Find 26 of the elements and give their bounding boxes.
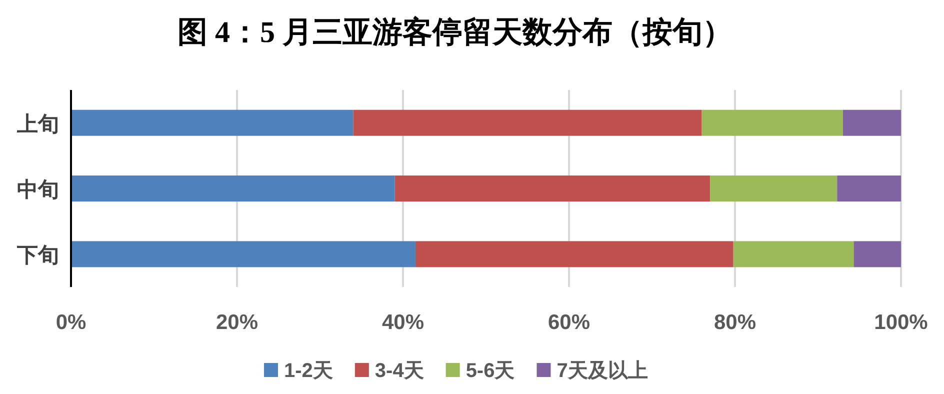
y-tick-label: 中旬	[17, 178, 59, 202]
bar	[702, 110, 843, 136]
bar	[415, 241, 734, 268]
bar	[394, 176, 710, 202]
bar	[733, 241, 854, 268]
x-tick-label: 100%	[874, 311, 928, 334]
bar	[842, 110, 901, 136]
bar	[854, 241, 901, 268]
bar	[353, 110, 702, 136]
legend-label: 5-6天	[466, 360, 515, 382]
x-tick-label: 80%	[714, 311, 756, 334]
legend-label: 3-4天	[374, 360, 424, 382]
y-tick-label: 下旬	[16, 244, 59, 268]
y-tick-label: 上旬	[16, 112, 59, 136]
bar	[71, 241, 416, 268]
chart-title: 图 4：5 月三亚游客停留天数分布（按旬）	[178, 15, 732, 49]
x-tick-label: 40%	[382, 311, 424, 334]
x-tick-label: 0%	[56, 311, 86, 334]
legend-label: 7天及以上	[556, 360, 648, 382]
x-tick-label: 60%	[548, 311, 590, 334]
x-tick-label: 20%	[216, 311, 258, 334]
bar	[710, 176, 838, 202]
legend-label: 1-2天	[284, 360, 333, 382]
bar	[71, 176, 395, 202]
bar	[71, 110, 354, 136]
bar	[837, 176, 901, 202]
